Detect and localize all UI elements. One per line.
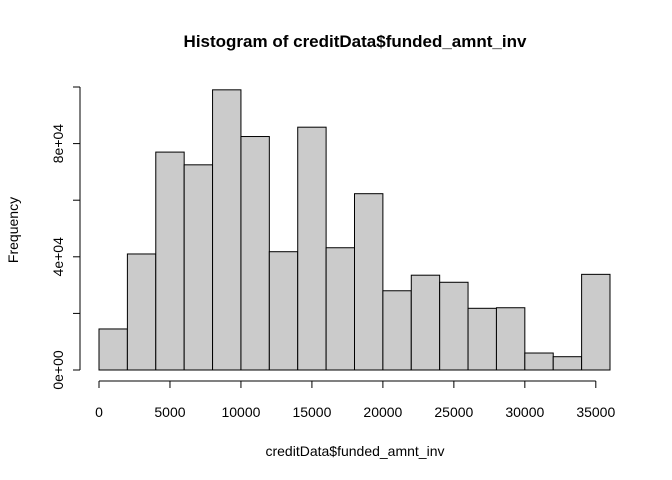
histogram-bar: [297, 126, 327, 371]
histogram-bar: [467, 307, 497, 371]
x-tick-label: 25000: [434, 404, 473, 420]
bars-group: [98, 89, 611, 371]
x-tick-label: 35000: [576, 404, 615, 420]
x-tick-label: 10000: [221, 404, 260, 420]
histogram-bar: [98, 328, 128, 371]
x-tick-label: 5000: [154, 404, 185, 420]
histogram-bar: [354, 193, 384, 371]
x-tick-label: 30000: [505, 404, 544, 420]
histogram-bar: [325, 247, 356, 371]
histogram-bar: [524, 352, 554, 371]
x-axis-label: creditData$funded_amnt_inv: [265, 443, 444, 459]
histogram-bar: [155, 151, 185, 371]
histogram-bar: [183, 164, 214, 371]
histogram-bar: [212, 89, 242, 371]
chart-title: Histogram of creditData$funded_amnt_inv: [184, 32, 527, 51]
histogram-bar: [439, 281, 469, 371]
histogram-bar: [495, 307, 526, 371]
histogram-bar: [126, 253, 157, 371]
histogram-bar: [382, 290, 412, 371]
histogram-bar: [410, 274, 441, 371]
x-axis: 0 5000 10000 15000 20000 25000 30000 35000: [95, 380, 615, 420]
histogram-bar: [552, 356, 583, 371]
y-tick-label: 0e+00: [50, 350, 66, 390]
histogram-bar: [581, 273, 611, 371]
histogram-bar: [240, 136, 270, 371]
x-tick-label: 15000: [292, 404, 331, 420]
y-tick-label: 8e+04: [50, 124, 66, 164]
y-axis: 0e+00 4e+04 8e+04: [50, 86, 81, 390]
y-axis-label: Frequency: [5, 197, 21, 263]
histogram-bar: [268, 251, 299, 371]
y-tick-label: 4e+04: [50, 237, 66, 277]
x-tick-label: 0: [95, 404, 103, 420]
x-tick-label: 20000: [363, 404, 402, 420]
